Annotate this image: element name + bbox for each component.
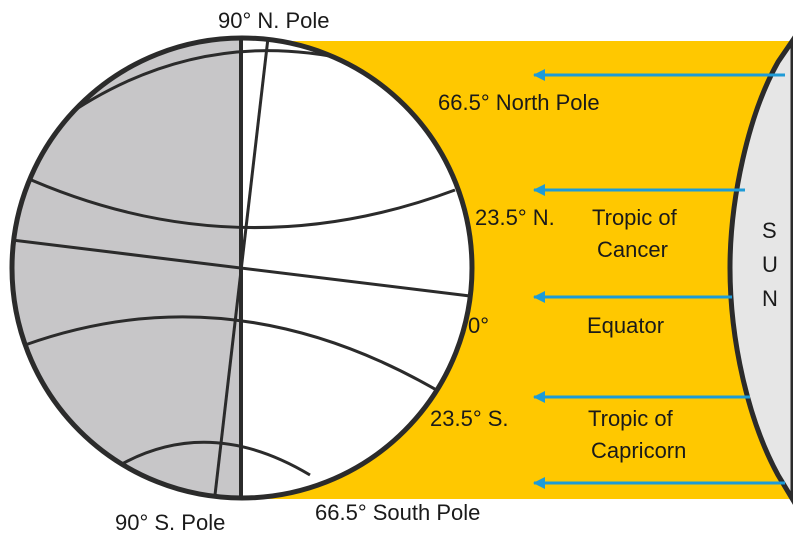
tropic-capricorn-name-line1: Tropic of (588, 406, 674, 431)
sun-rays (533, 69, 785, 489)
earth-night-side (12, 38, 241, 498)
sun-letter-n: N (762, 286, 778, 311)
arctic-label: 66.5° North Pole (438, 90, 600, 115)
sun-letter-s: S (762, 218, 777, 243)
equator-name-label: Equator (587, 313, 664, 338)
north-pole-label: 90° N. Pole (218, 8, 330, 33)
antarctic-circle-line (119, 440, 311, 477)
equator-latitude-label: 0° (468, 313, 489, 338)
tropic-capricorn-name-line2: Capricorn (591, 438, 686, 463)
sun-letter-u: U (762, 252, 778, 277)
sun (727, 35, 793, 505)
earth-outline (9, 35, 475, 501)
tropic-cancer-latitude-label: 23.5° N. (475, 205, 555, 230)
antarctic-label: 66.5° South Pole (315, 500, 480, 525)
tropic-cancer-line (19, 173, 456, 230)
tropic-cancer-name-line1: Tropic of (592, 205, 678, 230)
south-pole-label: 90° S. Pole (115, 510, 225, 535)
tropic-cancer-name-line2: Cancer (597, 237, 668, 262)
arctic-circle-line (59, 49, 351, 122)
tropic-capricorn-latitude-label: 23.5° S. (430, 406, 509, 431)
